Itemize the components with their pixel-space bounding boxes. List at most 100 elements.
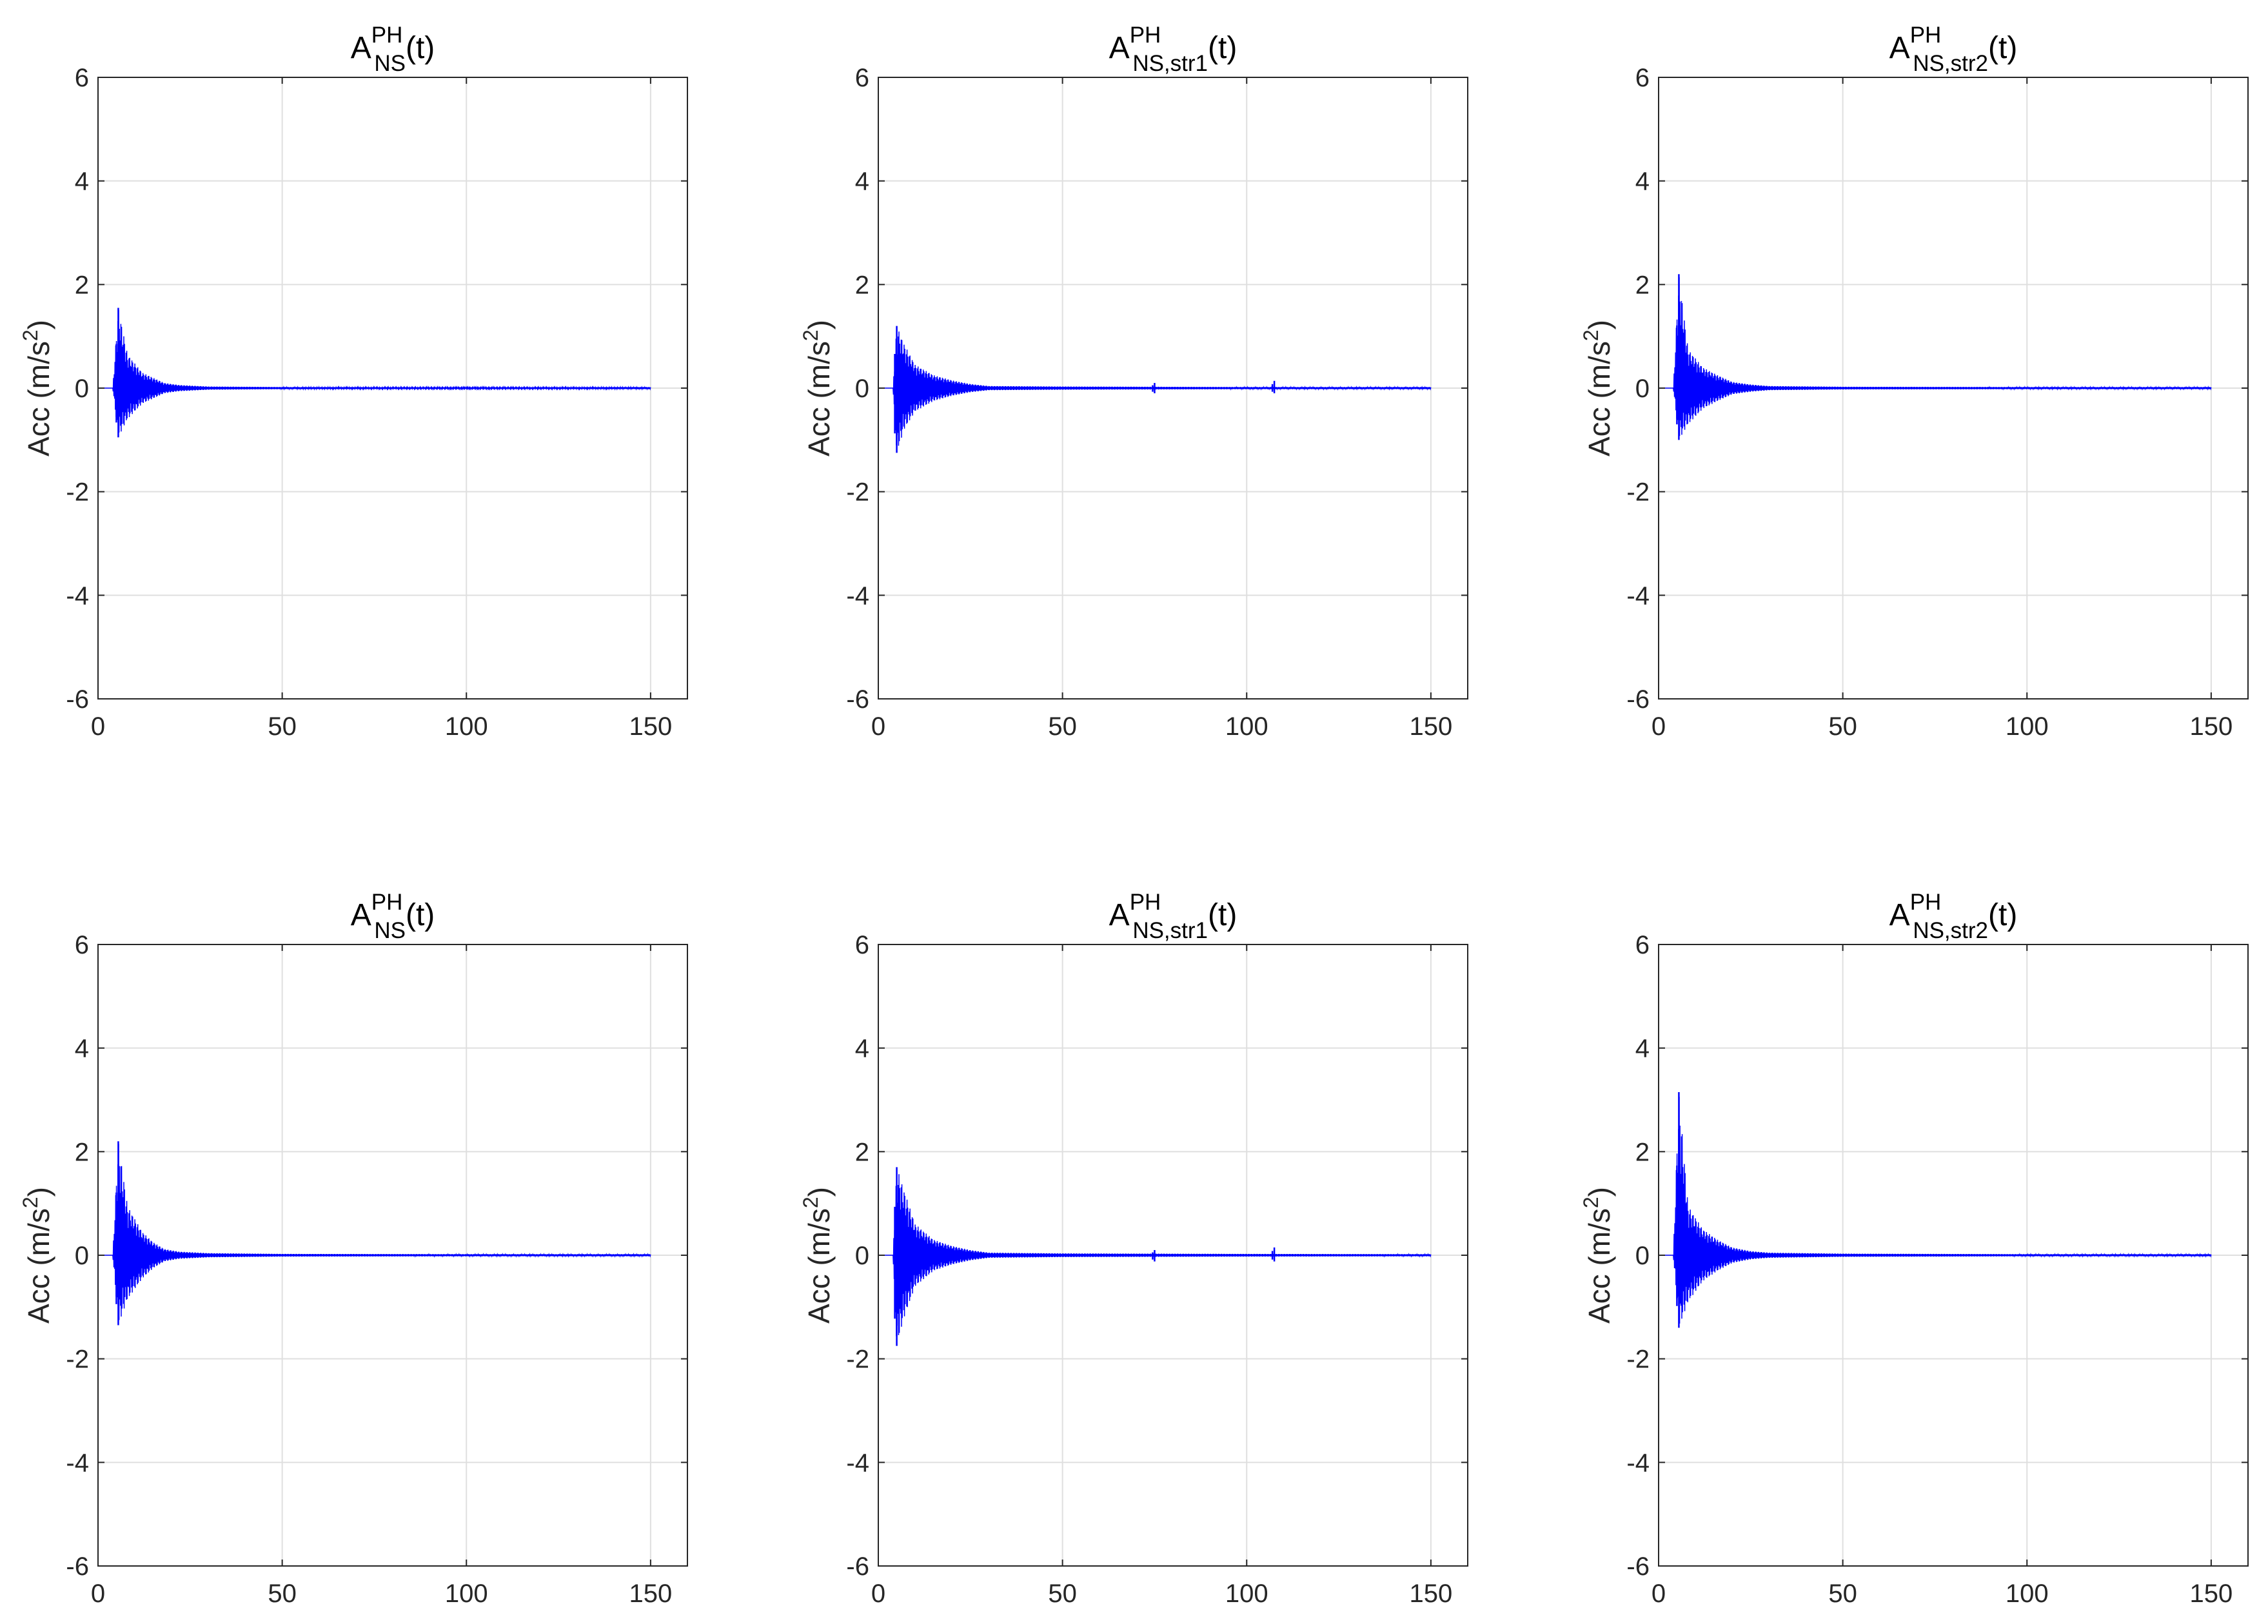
title-subscript: NS — [374, 51, 406, 76]
chart-title: APH NS,str1(t) — [1109, 23, 1238, 76]
x-tick-label: 100 — [445, 1580, 488, 1608]
x-tick-label: 50 — [1048, 712, 1077, 741]
y-tick-label: -2 — [66, 478, 89, 507]
y-tick-label: -4 — [846, 582, 869, 610]
title-subscript: NS — [374, 918, 406, 943]
y-tick-label: 2 — [855, 271, 869, 299]
title-argument: (t) — [1208, 31, 1237, 65]
y-tick-label: 6 — [1635, 931, 1650, 959]
y-tick-label: -2 — [846, 1345, 869, 1374]
y-axis-label-close: ) — [22, 320, 55, 329]
title-subscript: NS,str2 — [1913, 51, 1988, 76]
x-tick-label: 0 — [1652, 712, 1666, 741]
x-tick-label: 0 — [871, 712, 885, 741]
y-tick-label: 4 — [75, 1035, 89, 1063]
y-tick-label: 0 — [855, 1242, 869, 1270]
y-axis-label-exponent: 2 — [799, 1197, 822, 1208]
y-axis-label-text: Acc (m/s — [802, 1208, 836, 1324]
chart-title: APH NS,str2(t) — [1889, 890, 2018, 943]
x-tick-label: 100 — [445, 712, 488, 741]
y-axis-label-close: ) — [22, 1187, 55, 1197]
y-axis-label-text: Acc (m/s — [1583, 1208, 1616, 1324]
x-tick-label: 100 — [2006, 1580, 2049, 1608]
title-superscript: PH — [371, 23, 403, 48]
title-symbol: A — [1889, 898, 1910, 932]
x-tick-label: 150 — [2190, 712, 2233, 741]
y-tick-label: 4 — [1635, 168, 1650, 196]
title-superscript: PH — [1130, 890, 1161, 915]
x-tick-label: 0 — [871, 1580, 885, 1608]
y-tick-label: -4 — [1626, 582, 1650, 610]
y-tick-label: -6 — [1626, 685, 1650, 714]
y-tick-label: -6 — [66, 1552, 89, 1581]
y-axis-label: Acc (m/s2) — [799, 1187, 836, 1324]
y-tick-label: 0 — [75, 375, 89, 403]
y-axis-label-text: Acc (m/s — [802, 341, 836, 456]
x-tick-label: 150 — [2190, 1580, 2233, 1608]
chart-title: APH NS(t) — [351, 890, 435, 943]
signal-line — [1659, 1097, 2212, 1324]
title-superscript: PH — [371, 890, 403, 915]
title-argument: (t) — [406, 31, 435, 65]
y-tick-label: 2 — [1635, 1138, 1650, 1166]
chart-panel-5: 0 50 100 150 -6 -4 -2 0 2 4 6 APH NS,str1(t) Acc (m/s… — [799, 890, 1468, 1608]
title-symbol: A — [1889, 31, 1910, 65]
chart-title: APH NS,str2(t) — [1889, 23, 2018, 76]
y-tick-label: -6 — [846, 685, 869, 714]
y-axis-label-close: ) — [802, 1187, 836, 1197]
x-tick-label: 150 — [629, 712, 673, 741]
x-tick-label: 50 — [1828, 712, 1857, 741]
y-tick-label: 6 — [855, 64, 869, 92]
x-tick-label: 100 — [1225, 1580, 1268, 1608]
y-axis-label-exponent: 2 — [19, 329, 42, 341]
y-tick-label: 4 — [75, 168, 89, 196]
y-tick-label: 4 — [1635, 1035, 1650, 1063]
y-axis-label-text: Acc (m/s — [1583, 341, 1616, 456]
chart-panel-3: 0 50 100 150 -6 -4 -2 0 2 4 6 APH NS,str2(t) Acc (m/s… — [1579, 23, 2249, 741]
y-tick-label: -2 — [1626, 478, 1650, 507]
y-axis-label-close: ) — [1583, 1187, 1616, 1197]
title-symbol: A — [1109, 31, 1130, 65]
x-tick-label: 0 — [91, 1580, 105, 1608]
y-tick-label: 6 — [75, 931, 89, 959]
y-axis-label-exponent: 2 — [19, 1197, 42, 1208]
x-tick-label: 100 — [2006, 712, 2049, 741]
y-axis-label-close: ) — [1583, 320, 1616, 329]
signal-line — [98, 309, 651, 437]
title-argument: (t) — [1208, 898, 1237, 932]
title-superscript: PH — [1130, 23, 1161, 48]
y-tick-label: 4 — [855, 1035, 869, 1063]
chart-panel-2: 0 50 100 150 -6 -4 -2 0 2 4 6 APH NS,str1(t) Acc (m/s… — [799, 23, 1468, 741]
signal-line — [1659, 277, 2212, 439]
x-tick-label: 100 — [1225, 712, 1268, 741]
x-tick-label: 150 — [1410, 1580, 1453, 1608]
y-axis-label-close: ) — [802, 320, 836, 329]
y-axis-label-exponent: 2 — [799, 329, 822, 341]
y-tick-label: 4 — [855, 168, 869, 196]
title-symbol: A — [351, 898, 371, 932]
y-tick-label: 2 — [75, 271, 89, 299]
y-tick-label: 6 — [855, 931, 869, 959]
x-tick-label: 50 — [1048, 1580, 1077, 1608]
chart-panel-6: 0 50 100 150 -6 -4 -2 0 2 4 6 APH NS,str2(t) Acc (m/s… — [1579, 890, 2249, 1608]
y-tick-label: -6 — [66, 685, 89, 714]
y-axis-label: Acc (m/s2) — [19, 320, 55, 456]
chart-title: APH NS(t) — [351, 23, 435, 76]
y-tick-label: 6 — [75, 64, 89, 92]
y-tick-label: 2 — [855, 1138, 869, 1166]
y-axis-label: Acc (m/s2) — [1579, 1187, 1616, 1324]
y-tick-label: 0 — [75, 1242, 89, 1270]
title-argument: (t) — [406, 898, 435, 932]
y-axis-label-text: Acc (m/s — [22, 341, 55, 456]
y-tick-label: 6 — [1635, 64, 1650, 92]
x-tick-label: 0 — [91, 712, 105, 741]
y-axis-label: Acc (m/s2) — [799, 320, 836, 456]
title-argument: (t) — [1988, 898, 2017, 932]
signal-line — [98, 1144, 651, 1323]
y-axis-label-exponent: 2 — [1579, 329, 1602, 341]
title-subscript: NS,str1 — [1132, 918, 1208, 943]
title-superscript: PH — [1910, 890, 1942, 915]
x-tick-label: 0 — [1652, 1580, 1666, 1608]
